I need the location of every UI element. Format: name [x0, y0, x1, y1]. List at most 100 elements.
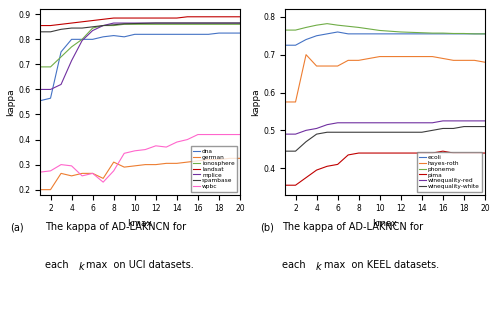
winequality-red — [472, 119, 478, 123]
phoneme — [461, 32, 467, 35]
phoneme — [376, 29, 382, 32]
hayes-roth — [398, 55, 404, 58]
Y-axis label: kappa: kappa — [252, 88, 260, 116]
mplice — [58, 83, 64, 86]
hayes-roth — [408, 55, 414, 58]
mplice — [206, 21, 212, 25]
mplice — [237, 21, 243, 25]
wpbc — [100, 180, 106, 184]
mplice — [226, 21, 232, 25]
spambase — [90, 25, 96, 29]
mplice — [79, 39, 85, 42]
phoneme — [430, 31, 436, 35]
dna — [206, 32, 212, 36]
phoneme — [282, 28, 288, 32]
pima — [419, 151, 425, 155]
ecoli — [345, 32, 351, 36]
winequality-white — [461, 125, 467, 129]
winequality-red — [324, 123, 330, 126]
wpbc — [174, 140, 180, 144]
german — [216, 158, 222, 161]
phoneme — [356, 26, 362, 29]
hayes-roth — [472, 58, 478, 62]
german — [195, 159, 201, 163]
spambase — [110, 23, 116, 27]
dna — [226, 31, 232, 35]
winequality-white — [334, 130, 340, 134]
hayes-roth — [303, 53, 309, 57]
mplice — [48, 87, 54, 91]
Text: The kappa of AD-LAKNCN for: The kappa of AD-LAKNCN for — [45, 222, 186, 232]
Line: ionosphere: ionosphere — [40, 24, 240, 67]
spambase — [79, 26, 85, 30]
spambase — [216, 21, 222, 25]
dna — [164, 32, 170, 36]
german — [226, 156, 232, 160]
pima — [388, 151, 394, 155]
wpbc — [48, 169, 54, 173]
hayes-roth — [282, 100, 288, 104]
ecoli — [292, 43, 298, 47]
dna — [37, 99, 43, 103]
ecoli — [461, 32, 467, 36]
hayes-roth — [440, 57, 446, 60]
ionosphere — [184, 23, 190, 26]
Text: max  on UCI datasets.: max on UCI datasets. — [86, 260, 194, 269]
landsat — [184, 15, 190, 19]
mplice — [153, 21, 159, 25]
Line: winequality-red: winequality-red — [285, 121, 485, 134]
winequality-red — [292, 132, 298, 136]
landsat — [153, 16, 159, 20]
wpbc — [68, 164, 74, 168]
dna — [58, 50, 64, 54]
phoneme — [472, 32, 478, 36]
mplice — [164, 21, 170, 25]
dna — [237, 31, 243, 35]
wpbc — [132, 149, 138, 153]
ionosphere — [68, 45, 74, 49]
wpbc — [79, 174, 85, 178]
Text: each: each — [282, 260, 309, 269]
dna — [195, 32, 201, 36]
Text: each: each — [45, 260, 72, 269]
winequality-red — [482, 119, 488, 123]
hayes-roth — [366, 57, 372, 60]
ecoli — [398, 32, 404, 36]
mplice — [110, 21, 116, 25]
wpbc — [90, 171, 96, 175]
phoneme — [366, 27, 372, 31]
hayes-roth — [461, 58, 467, 62]
german — [48, 188, 54, 192]
ionosphere — [174, 23, 180, 26]
winequality-white — [303, 140, 309, 144]
ecoli — [314, 34, 320, 38]
wpbc — [237, 133, 243, 136]
ecoli — [356, 32, 362, 36]
Text: (a): (a) — [10, 222, 24, 232]
german — [174, 162, 180, 165]
winequality-white — [440, 127, 446, 130]
wpbc — [58, 163, 64, 167]
mplice — [100, 24, 106, 28]
X-axis label: kmax: kmax — [372, 219, 398, 228]
german — [142, 163, 148, 167]
ecoli — [366, 32, 372, 36]
pima — [292, 183, 298, 187]
spambase — [121, 22, 127, 26]
hayes-roth — [324, 64, 330, 68]
hayes-roth — [388, 55, 394, 58]
mplice — [216, 21, 222, 25]
wpbc — [153, 144, 159, 148]
phoneme — [324, 22, 330, 26]
german — [121, 165, 127, 169]
wpbc — [164, 145, 170, 149]
ionosphere — [100, 24, 106, 28]
winequality-white — [345, 130, 351, 134]
ionosphere — [195, 23, 201, 26]
ionosphere — [142, 23, 148, 26]
spambase — [153, 21, 159, 25]
Line: mplice: mplice — [40, 23, 240, 89]
winequality-red — [419, 121, 425, 125]
Y-axis label: kappa: kappa — [6, 88, 16, 116]
wpbc — [195, 133, 201, 136]
